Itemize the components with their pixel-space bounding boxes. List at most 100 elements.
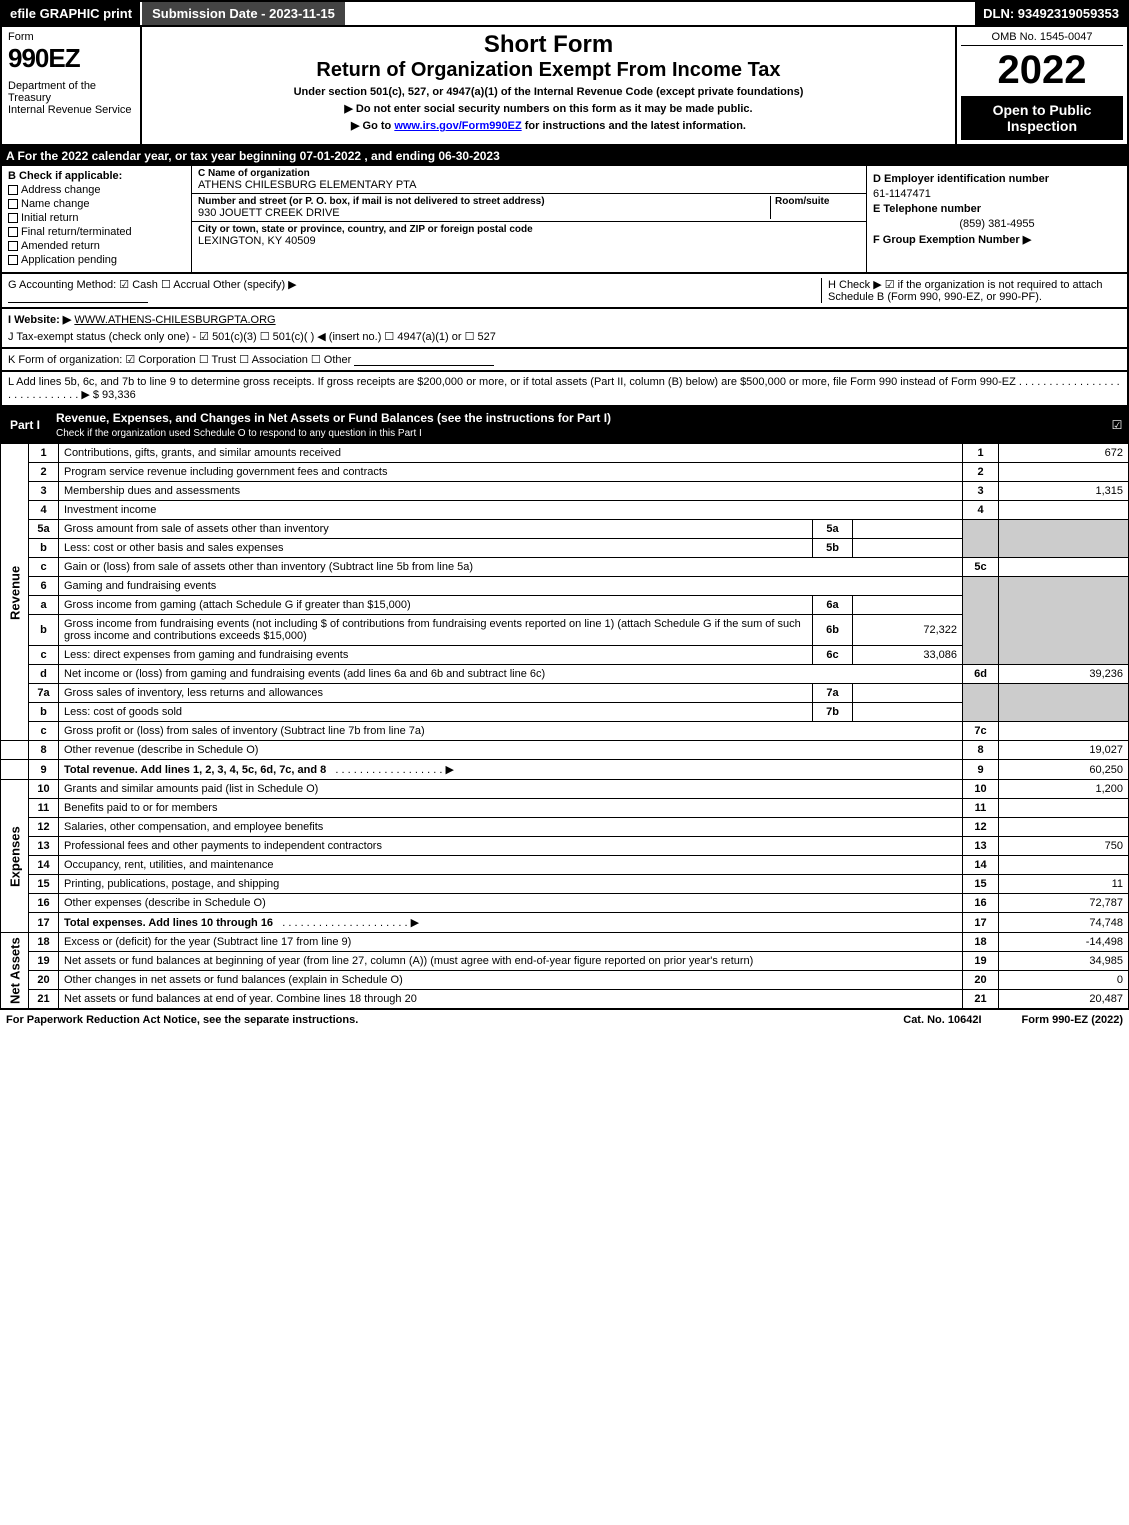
chk-address[interactable]: Address change (8, 184, 185, 196)
f-label: F Group Exemption Number ▶ (873, 234, 1031, 246)
ln8-desc: Other revenue (describe in Schedule O) (59, 741, 963, 760)
ln9-num: 9 (29, 760, 59, 780)
ln12-desc: Salaries, other compensation, and employ… (59, 818, 963, 837)
part1-title-text: Revenue, Expenses, and Changes in Net As… (56, 411, 611, 425)
ln5a-num: 5a (29, 520, 59, 539)
part1-check[interactable]: ☑ (1105, 418, 1129, 432)
ln5c-val (999, 558, 1129, 577)
ln2-val (999, 463, 1129, 482)
ln5c-desc: Gain or (loss) from sale of assets other… (59, 558, 963, 577)
g-accounting: G Accounting Method: ☑ Cash ☐ Accrual Ot… (8, 278, 821, 291)
chk-final[interactable]: Final return/terminated (8, 226, 185, 238)
d-label: D Employer identification number (873, 173, 1049, 185)
ln7c-num: c (29, 722, 59, 741)
ln5a-desc: Gross amount from sale of assets other t… (59, 520, 813, 539)
e-label: E Telephone number (873, 203, 981, 215)
ln17-num: 17 (29, 913, 59, 933)
ln14-num: 14 (29, 856, 59, 875)
ln19-num: 19 (29, 952, 59, 971)
ln19-rnum: 19 (963, 952, 999, 971)
ln4-desc: Investment income (59, 501, 963, 520)
k-other-blank[interactable] (354, 354, 494, 366)
c-name-cell: C Name of organization ATHENS CHILESBURG… (192, 166, 866, 194)
ln18-num: 18 (29, 933, 59, 952)
c-addr-cell: Number and street (or P. O. box, if mail… (192, 194, 866, 222)
ln8-val: 19,027 (999, 741, 1129, 760)
note-goto: ▶ Go to www.irs.gov/Form990EZ for instru… (150, 119, 947, 132)
col-b: B Check if applicable: Address change Na… (2, 166, 192, 272)
irs-link[interactable]: www.irs.gov/Form990EZ (394, 120, 521, 132)
ln10-val: 1,200 (999, 780, 1129, 799)
ln5b-num: b (29, 539, 59, 558)
ln16-num: 16 (29, 894, 59, 913)
return-title: Return of Organization Exempt From Incom… (150, 59, 947, 82)
ln21-rnum: 21 (963, 990, 999, 1009)
ln5a-sub: 5a (813, 520, 853, 539)
ln14-rnum: 14 (963, 856, 999, 875)
part1-sub: Check if the organization used Schedule … (56, 428, 422, 439)
row-a-text: A For the 2022 calendar year, or tax yea… (6, 149, 500, 163)
ln3-rnum: 3 (963, 482, 999, 501)
col-c: C Name of organization ATHENS CHILESBURG… (192, 166, 867, 272)
form-title-block: Short Form Return of Organization Exempt… (142, 27, 957, 144)
section-ij: I Website: ▶ WWW.ATHENS-CHILESBURGPTA.OR… (0, 309, 1129, 349)
ln7a-sub: 7a (813, 684, 853, 703)
ln21-val: 20,487 (999, 990, 1129, 1009)
lines-table: Revenue 1 Contributions, gifts, grants, … (0, 443, 1129, 1009)
chk-pending[interactable]: Application pending (8, 254, 185, 266)
efile-label[interactable]: efile GRAPHIC print (2, 2, 140, 25)
c-name-label: C Name of organization (198, 168, 860, 179)
ln11-desc: Benefits paid to or for members (59, 799, 963, 818)
chk-amended[interactable]: Amended return (8, 240, 185, 252)
chk-initial[interactable]: Initial return (8, 212, 185, 224)
ln6a-num: a (29, 596, 59, 615)
ln8-rnum: 8 (963, 741, 999, 760)
ln10-num: 10 (29, 780, 59, 799)
part1-label: Part I (0, 414, 50, 436)
d-ein: 61-1147471 (873, 188, 1121, 200)
foot-paperwork: For Paperwork Reduction Act Notice, see … (6, 1014, 903, 1026)
section-k: K Form of organization: ☑ Corporation ☐ … (0, 349, 1129, 372)
ln1-rnum: 1 (963, 444, 999, 463)
foot-formno: Form 990-EZ (2022) (1022, 1014, 1123, 1026)
ln6c-desc: Less: direct expenses from gaming and fu… (59, 646, 813, 665)
ln15-rnum: 15 (963, 875, 999, 894)
ln5b-desc: Less: cost or other basis and sales expe… (59, 539, 813, 558)
ln11-rnum: 11 (963, 799, 999, 818)
ln6a-desc: Gross income from gaming (attach Schedul… (59, 596, 813, 615)
side-netassets: Net Assets (1, 933, 29, 1009)
ln6-shadev (999, 577, 1129, 665)
ln6c-sv: 33,086 (853, 646, 963, 665)
note-goto-b: for instructions and the latest informat… (522, 120, 746, 132)
j-tax-exempt: J Tax-exempt status (check only one) - ☑… (8, 330, 1121, 343)
col-def: D Employer identification number 61-1147… (867, 166, 1127, 272)
ln16-val: 72,787 (999, 894, 1129, 913)
ln16-rnum: 16 (963, 894, 999, 913)
ln1-desc: Contributions, gifts, grants, and simila… (59, 444, 963, 463)
c-city-cell: City or town, state or province, country… (192, 222, 866, 249)
ln1-num: 1 (29, 444, 59, 463)
ln15-desc: Printing, publications, postage, and shi… (59, 875, 963, 894)
ln6a-sv (853, 596, 963, 615)
chk-name[interactable]: Name change (8, 198, 185, 210)
ln2-num: 2 (29, 463, 59, 482)
ln4-num: 4 (29, 501, 59, 520)
g-other-blank[interactable] (8, 291, 148, 303)
c-city-label: City or town, state or province, country… (198, 224, 860, 235)
tax-year: 2022 (961, 50, 1123, 90)
foot-catno: Cat. No. 10642I (903, 1014, 981, 1026)
i-website[interactable]: WWW.ATHENS-CHILESBURGPTA.ORG (74, 314, 275, 326)
note-ssn: ▶ Do not enter social security numbers o… (150, 102, 947, 115)
ln7a-num: 7a (29, 684, 59, 703)
ln7b-desc: Less: cost of goods sold (59, 703, 813, 722)
omb-label: OMB No. 1545-0047 (961, 31, 1123, 46)
ln2-desc: Program service revenue including govern… (59, 463, 963, 482)
ln6-num: 6 (29, 577, 59, 596)
side-expenses: Expenses (1, 780, 29, 933)
ln11-num: 11 (29, 799, 59, 818)
ln18-val: -14,498 (999, 933, 1129, 952)
ln13-desc: Professional fees and other payments to … (59, 837, 963, 856)
ln6b-num: b (29, 615, 59, 646)
short-form-title: Short Form (150, 31, 947, 59)
dept-label: Department of the Treasury Internal Reve… (8, 80, 134, 116)
